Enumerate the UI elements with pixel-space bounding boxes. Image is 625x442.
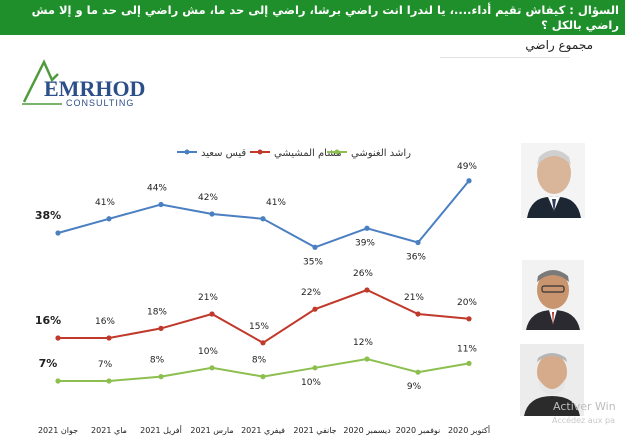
subtitle-divider: [440, 57, 570, 58]
series-layer: 38% 41% 44% 42% 41% 35% 39% 36% 49% 16% 16% 18% 21% 1…: [35, 162, 478, 392]
data-point: [466, 178, 472, 184]
data-label: 38%: [35, 209, 61, 222]
data-point: [106, 335, 112, 341]
legend-label-3: راشد الغنوشي: [351, 148, 411, 159]
data-label: 10%: [198, 347, 218, 357]
data-point: [260, 374, 266, 380]
x-tick-label: ديسمبر 2020: [343, 426, 391, 435]
x-tick-label: ماي 2021: [91, 426, 127, 435]
data-label: 26%: [353, 269, 373, 279]
data-label: 12%: [353, 338, 373, 348]
data-label: 39%: [355, 238, 375, 248]
data-point: [466, 316, 472, 322]
data-point: [312, 365, 318, 371]
question-text: السؤال : كيفاش تقيم أداء....، يا لندرا ا…: [31, 3, 619, 32]
legend-marker-3: [334, 149, 340, 155]
series-line-1: [57, 180, 470, 249]
data-point: [209, 211, 215, 217]
x-tick-label: أفريل 2021: [140, 425, 182, 435]
x-tick-label: جوان 2021: [38, 426, 78, 435]
data-point: [106, 378, 112, 384]
data-label: 21%: [198, 293, 218, 303]
data-label: 8%: [252, 356, 267, 366]
data-point: [415, 369, 421, 375]
data-point: [209, 311, 215, 317]
x-tick-label: جانفي 2021: [293, 426, 336, 435]
data-point: [466, 360, 472, 366]
data-point: [364, 287, 370, 293]
data-label: 20%: [457, 298, 477, 308]
data-point: [55, 230, 61, 236]
data-point: [415, 311, 421, 317]
data-label: 41%: [95, 198, 115, 208]
x-tick-label: نوفمبر 2020: [396, 426, 441, 435]
data-label: 7%: [98, 360, 113, 370]
data-label: 35%: [303, 257, 323, 267]
x-tick-label: أكتوبر 2020: [448, 425, 490, 435]
data-label: 18%: [147, 307, 167, 317]
data-label: 49%: [457, 162, 477, 172]
data-label: 21%: [404, 293, 424, 303]
header-bar: السؤال : كيفاش تقيم أداء....، يا لندرا ا…: [0, 0, 625, 35]
legend-marker-1: [184, 149, 190, 155]
data-point: [364, 356, 370, 362]
legend-label-1: قيس سعيد: [201, 148, 246, 159]
data-label: 8%: [150, 356, 165, 366]
data-point: [55, 378, 61, 384]
x-tick-label: فيفري 2021: [241, 426, 285, 435]
portrait-1: [521, 143, 585, 218]
data-label: 36%: [406, 253, 426, 263]
data-label: 44%: [147, 184, 167, 194]
data-point: [158, 201, 164, 208]
data-point: [312, 244, 318, 250]
data-point: [158, 325, 164, 331]
data-label: 41%: [266, 198, 286, 208]
data-label: 10%: [301, 378, 321, 388]
data-point: [415, 239, 421, 246]
portrait-3: [520, 344, 584, 416]
x-axis: جوان 2021 ماي 2021 أفريل 2021 مارس 2021 فيفر…: [38, 425, 490, 435]
logo-sub-text: CONSULTING: [66, 98, 134, 108]
data-point: [209, 365, 215, 371]
data-point: [158, 374, 164, 380]
data-point: [364, 225, 370, 231]
logo-main-text: EMRHOD: [44, 76, 145, 101]
watermark-subtext: Accédez aux pa: [552, 416, 616, 425]
x-tick-label: مارس 2021: [190, 426, 233, 435]
data-label: 7%: [39, 357, 58, 370]
legend-marker-2: [257, 149, 263, 155]
data-label: 22%: [301, 288, 321, 298]
data-point: [312, 306, 318, 312]
data-label: 16%: [95, 317, 115, 327]
portrait-2: [522, 260, 584, 330]
emrhod-logo: EMRHOD CONSULTING: [22, 59, 145, 108]
subtitle: مجموع راضي: [525, 38, 593, 52]
legend-label-2: هشام المشيشي: [274, 148, 341, 159]
watermark-text: Activer Win: [553, 400, 616, 413]
data-label: 42%: [198, 193, 218, 203]
data-point: [260, 340, 266, 346]
data-label: 15%: [249, 322, 269, 332]
data-label: 16%: [35, 314, 61, 327]
data-point: [106, 216, 112, 222]
legend: قيس سعيد هشام المشيشي راشد الغنوشي: [177, 148, 411, 159]
data-point: [260, 216, 266, 222]
data-label: 9%: [407, 382, 422, 392]
data-point: [55, 335, 61, 341]
data-label: 11%: [457, 344, 477, 354]
